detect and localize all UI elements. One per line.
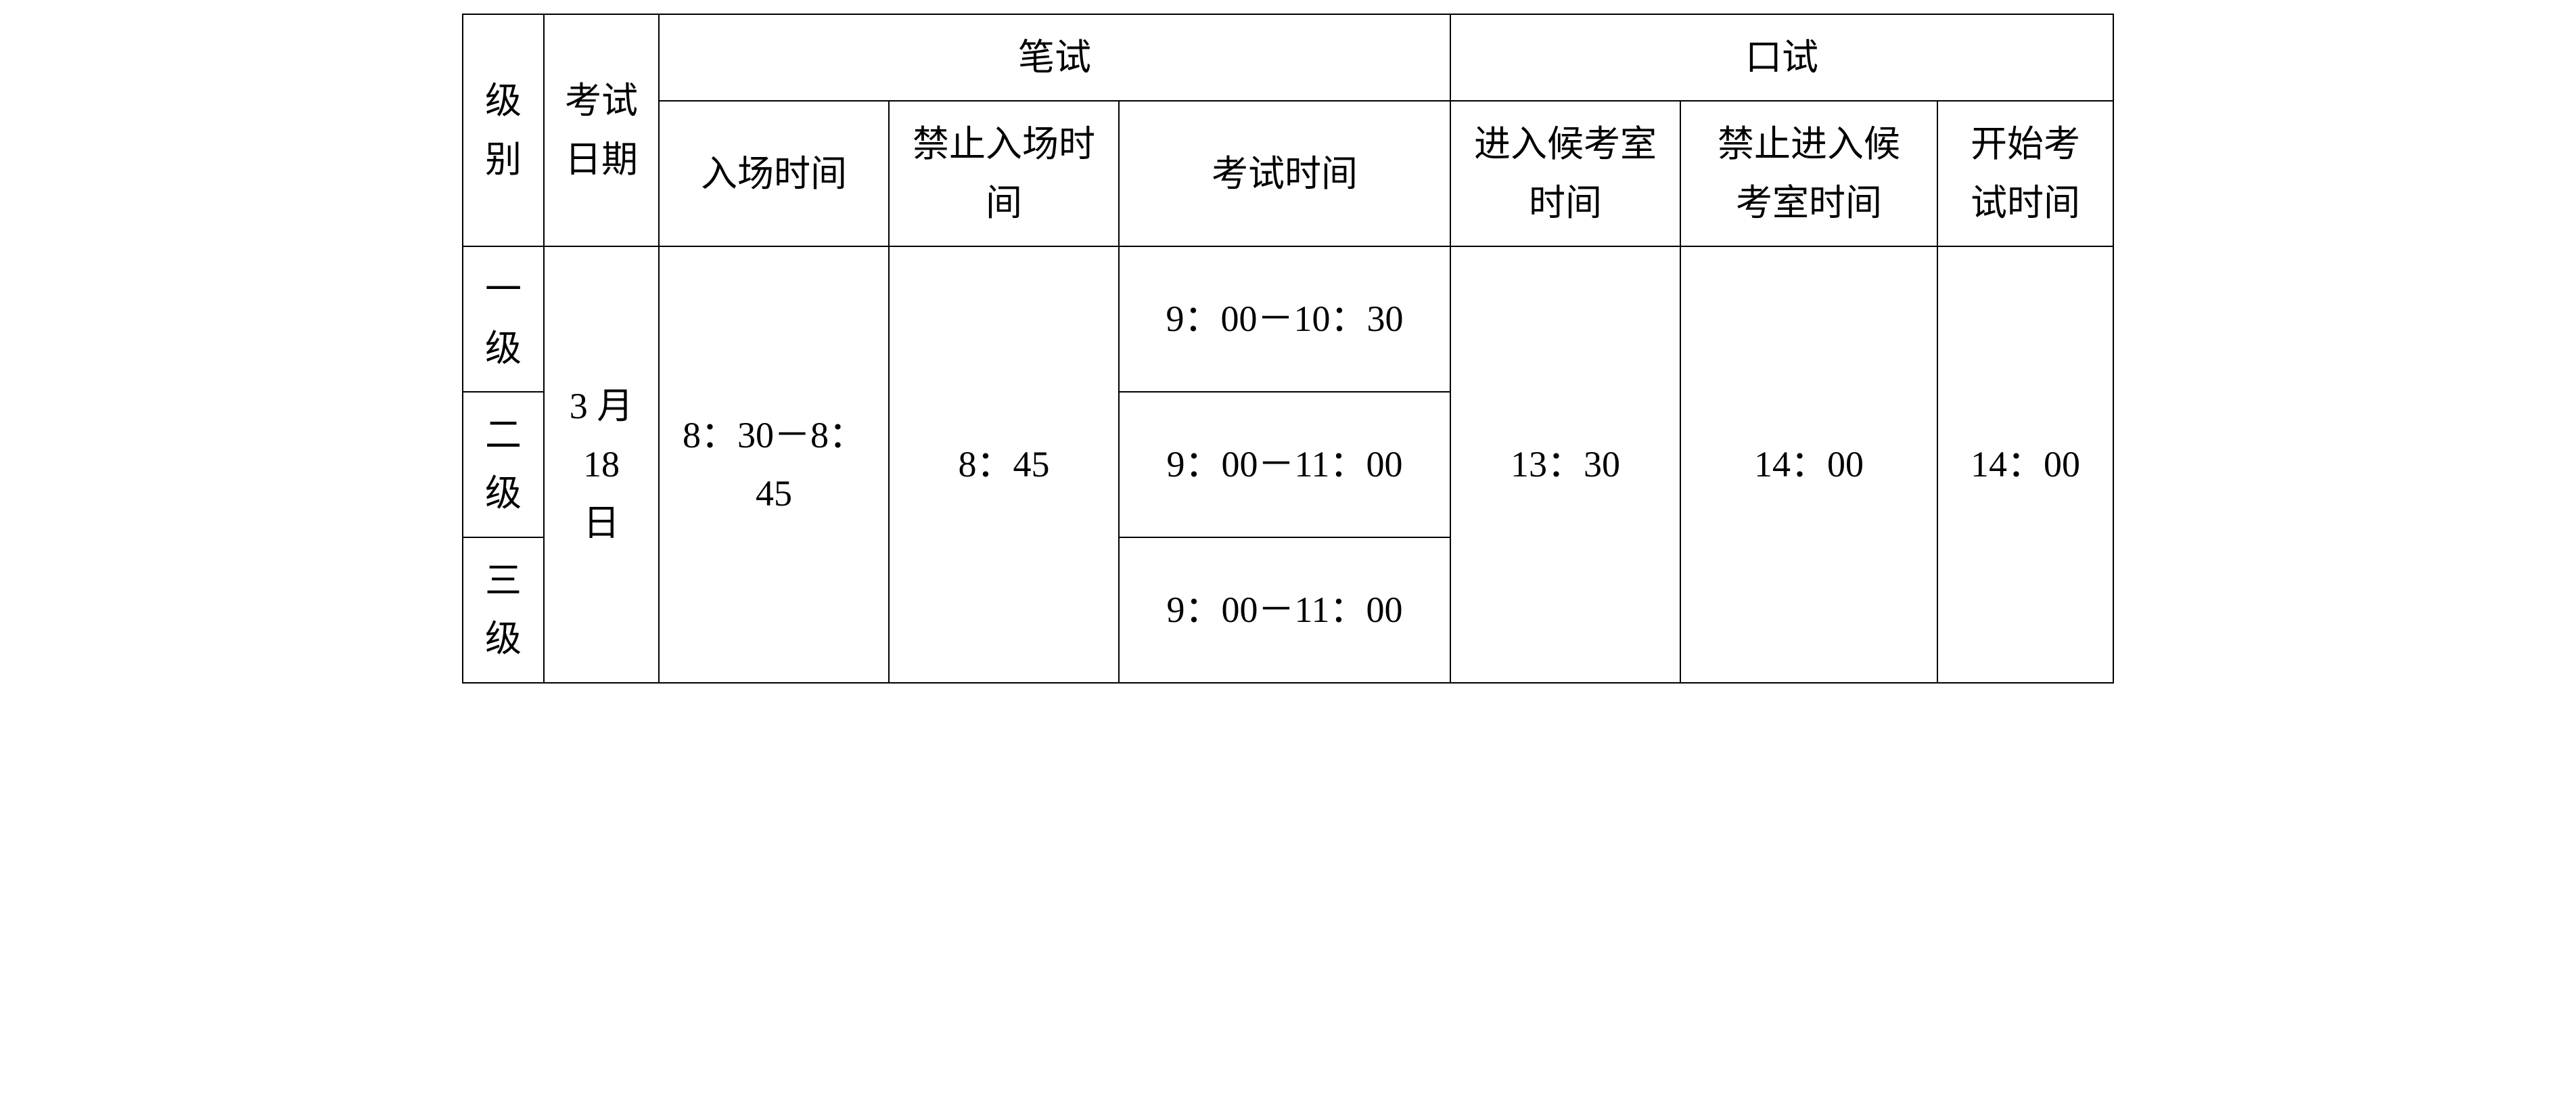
header-entry-time: 入场时间: [659, 101, 889, 246]
table-header-row-1: 级 别 考试日期 笔试 口试: [463, 14, 2113, 101]
table-header-row-2: 入场时间 禁止入场时间 考试时间 进入候考室时间 禁止进入候考室时间 开始考试时…: [463, 101, 2113, 246]
header-waiting-room-time: 进入候考室时间: [1450, 101, 1680, 246]
cell-level-2: 二级: [463, 392, 544, 537]
header-no-entry-time: 禁止入场时间: [889, 101, 1119, 246]
cell-exam-time-3: 9：00－11：00: [1119, 537, 1450, 683]
header-written-group: 笔试: [659, 14, 1450, 101]
header-no-waiting-room-time: 禁止进入候考室时间: [1680, 101, 1937, 246]
header-start-time: 开始考试时间: [1937, 101, 2113, 246]
cell-no-entry-time: 8：45: [889, 246, 1119, 682]
cell-exam-time-1: 9：00－10：30: [1119, 246, 1450, 392]
cell-exam-time-2: 9：00－11：00: [1119, 392, 1450, 537]
cell-level-1: 一级: [463, 246, 544, 392]
cell-entry-time: 8：30－8：45: [659, 246, 889, 682]
table-row: 一级 3 月 18 日 8：30－8：45 8：45 9：00－10：30 13…: [463, 246, 2113, 392]
cell-level-3: 三级: [463, 537, 544, 683]
header-exam-time: 考试时间: [1119, 101, 1450, 246]
cell-waiting-room-time: 13：30: [1450, 246, 1680, 682]
header-exam-date: 考试日期: [544, 14, 659, 246]
exam-schedule-table: 级 别 考试日期 笔试 口试 入场时间 禁止入场时间 考试时间 进入候考室时间 …: [462, 14, 2114, 684]
cell-no-waiting-room-time: 14：00: [1680, 246, 1937, 682]
cell-exam-date: 3 月 18 日: [544, 246, 659, 682]
header-level: 级 别: [463, 14, 544, 246]
cell-start-time: 14：00: [1937, 246, 2113, 682]
header-oral-group: 口试: [1450, 14, 2113, 101]
